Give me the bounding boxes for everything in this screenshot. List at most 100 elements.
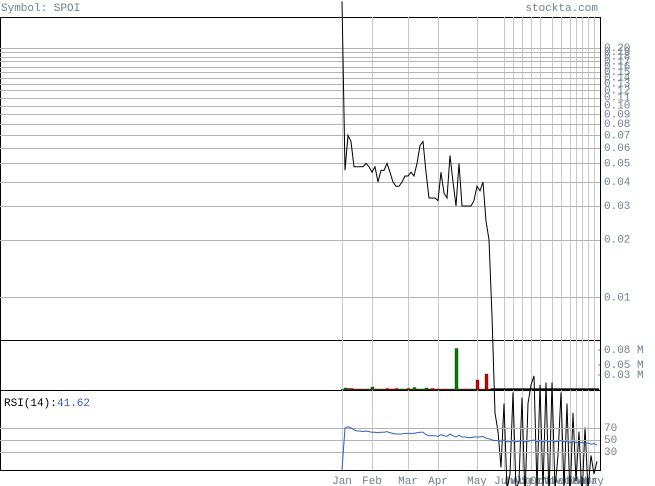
volume-bar xyxy=(463,388,468,391)
volume-bar xyxy=(370,386,375,391)
volume-bar xyxy=(544,388,549,391)
volume-bar xyxy=(421,388,426,391)
volume-bar xyxy=(595,388,600,391)
volume-bar xyxy=(352,388,357,391)
y-tick-label: 0.17 xyxy=(604,56,630,68)
volume-bar xyxy=(445,388,450,391)
volume-bar xyxy=(505,388,510,391)
x-tick-label: Sep xyxy=(521,476,541,486)
volume-bar xyxy=(511,388,516,391)
volume-bar xyxy=(532,388,537,391)
volume-bar xyxy=(397,388,402,391)
volume-bar xyxy=(487,388,492,391)
volume-bar xyxy=(340,389,345,391)
volume-bar xyxy=(550,388,555,391)
y-tick-label: 0.05 xyxy=(604,158,630,170)
volume-bar xyxy=(490,388,495,391)
volume-bar xyxy=(460,388,465,391)
volume-bar xyxy=(508,388,513,391)
volume-bar xyxy=(436,388,441,391)
volume-bar xyxy=(523,388,528,391)
volume-bar xyxy=(469,388,474,391)
volume-bar xyxy=(553,388,558,391)
y-tick-label: 0.05 M xyxy=(604,360,644,372)
volume-bar xyxy=(451,388,456,391)
volume-bar xyxy=(556,388,561,391)
volume-bar xyxy=(364,388,369,391)
x-tick-label: Aug xyxy=(512,476,532,486)
x-tick-label: Feb xyxy=(362,476,382,486)
chart-frame xyxy=(0,17,601,471)
volume-bar xyxy=(409,388,414,391)
x-tick-label: Oct xyxy=(530,476,550,486)
volume-bar xyxy=(577,388,582,391)
volume-bar xyxy=(562,388,567,391)
volume-bar xyxy=(427,388,432,391)
volume-bar xyxy=(529,388,534,391)
volume-bar xyxy=(457,388,462,391)
volume-bar xyxy=(439,388,444,391)
x-tick-label: Jan xyxy=(332,476,352,486)
volume-bar xyxy=(499,388,504,391)
volume-bar xyxy=(526,388,531,391)
volume-bar xyxy=(412,387,417,391)
volume-bar xyxy=(559,388,564,391)
y-tick-label: 0.06 xyxy=(604,143,630,155)
volume-bar xyxy=(568,388,573,391)
volume-bar xyxy=(343,387,348,391)
volume-bar xyxy=(574,388,579,391)
y-tick-label: 0.20 xyxy=(604,43,630,55)
volume-bar xyxy=(481,388,486,391)
y-tick-label: 0.07 xyxy=(604,130,630,142)
y-tick-label: 0.13 xyxy=(604,79,630,91)
volume-bar xyxy=(448,388,453,391)
y-tick-label: 0.08 M xyxy=(604,345,644,357)
volume-bar xyxy=(406,388,411,391)
volume-bar xyxy=(466,388,471,391)
y-tick-label: 0.15 xyxy=(604,67,630,79)
volume-bar xyxy=(385,388,390,391)
volume-bar xyxy=(589,388,594,391)
y-tick-label: 70 xyxy=(604,423,617,435)
volume-bar xyxy=(514,388,519,391)
volume-bar xyxy=(382,388,387,391)
volume-bar xyxy=(547,388,552,391)
volume-bar xyxy=(415,388,420,391)
volume-bar xyxy=(484,373,489,391)
volume-bar xyxy=(367,388,372,391)
price-line xyxy=(341,1,598,486)
volume-bar xyxy=(538,388,543,391)
y-tick-label: 0.16 xyxy=(604,61,630,73)
volume-bar xyxy=(583,388,588,391)
rsi-title: RSI(14): xyxy=(4,398,57,410)
volume-bar xyxy=(376,388,381,391)
y-tick-label: 0.04 xyxy=(604,177,631,189)
volume-bar xyxy=(442,388,447,391)
volume-bar xyxy=(571,388,576,391)
volume-bar xyxy=(535,388,540,391)
y-tick-label: 0.01 xyxy=(604,292,631,304)
volume-bar xyxy=(517,388,522,391)
y-tick-label: 0.11 xyxy=(604,93,631,105)
x-tick-label: Dec xyxy=(551,476,571,486)
volume-bar xyxy=(496,388,501,391)
volume-bar xyxy=(475,379,480,391)
y-tick-label: 0.02 xyxy=(604,235,630,247)
y-tick-label: 50 xyxy=(604,435,617,447)
volume-bar xyxy=(541,388,546,391)
site-label: stockta.com xyxy=(525,3,598,15)
volume-bar xyxy=(493,388,498,391)
volume-bar xyxy=(433,388,438,391)
volume-bar xyxy=(472,388,477,391)
volume-bar xyxy=(355,388,360,391)
y-tick-label: 0.12 xyxy=(604,85,630,97)
volume-bar xyxy=(361,388,366,391)
y-tick-label: 0.09 xyxy=(604,109,630,121)
volume-bar xyxy=(388,388,393,391)
x-tick-label: Jul xyxy=(503,476,523,486)
y-tick-label: 0.03 M xyxy=(604,370,644,382)
x-tick-label: Apr xyxy=(428,476,448,486)
x-tick-label: Nov xyxy=(542,476,562,486)
volume-bar xyxy=(394,388,399,391)
